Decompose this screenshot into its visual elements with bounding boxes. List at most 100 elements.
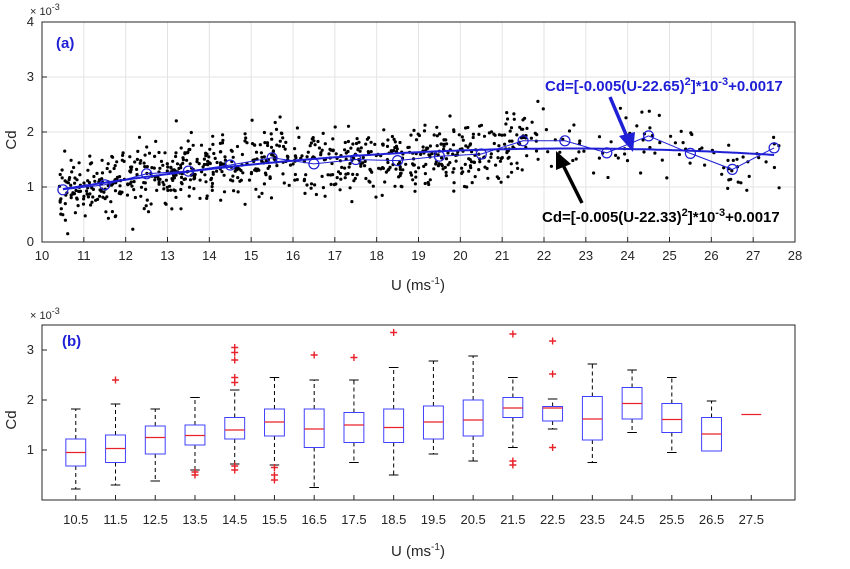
y-tick-label: 1 [27, 179, 34, 194]
scatter-point [355, 137, 359, 141]
y-tick-label: 3 [27, 342, 34, 357]
scatter-point [282, 181, 286, 185]
panel-a: 10 11 12 13 14 15 16 17 18 19 20 21 22 23 24 25 26 27 28 0… [3, 2, 802, 294]
scatter-point [172, 176, 176, 180]
scatter-point [482, 134, 487, 138]
scatter-point [185, 158, 189, 162]
scatter-point [417, 133, 421, 138]
scatter-point [417, 166, 421, 170]
scatter-point [427, 182, 431, 187]
scatter-point [133, 195, 137, 200]
scatter-point [359, 164, 363, 168]
scatter-point [110, 210, 114, 214]
scatter-point [510, 139, 514, 143]
scatter-point [452, 181, 456, 185]
scatter-point [189, 130, 193, 135]
scatter-point [393, 146, 397, 150]
scatter-point [399, 171, 403, 175]
scatter-point [125, 193, 130, 197]
scatter-point [419, 152, 423, 156]
scatter-point [331, 173, 335, 177]
scatter-point [278, 139, 282, 143]
scatter-point [381, 166, 385, 170]
annotation-blue-arrow [608, 96, 635, 152]
scatter-point [673, 141, 678, 145]
scatter-point [485, 166, 489, 171]
scatter-point [210, 188, 214, 192]
scatter-point [729, 177, 733, 181]
scatter-point [414, 170, 418, 174]
x-tick-label: 12.5 [143, 512, 168, 527]
scatter-point [574, 157, 578, 161]
scatter-point [340, 165, 344, 169]
scatter-point [439, 142, 443, 146]
bin-mean-marker [392, 155, 404, 167]
y-tick-label: 2 [27, 392, 34, 407]
scatter-point [653, 151, 657, 155]
scatter-point [145, 165, 149, 169]
scatter-point [109, 200, 113, 204]
outlier-marker [112, 376, 120, 384]
box-14.5 [224, 344, 246, 474]
x-tick-label: 18.5 [381, 512, 406, 527]
scatter-point [137, 135, 142, 139]
scatter-point [63, 218, 67, 222]
scatter-point [63, 179, 67, 183]
scatter-point [179, 187, 183, 192]
x-tick-label: 17 [328, 248, 342, 263]
scatter-point [210, 181, 215, 186]
scatter-point [346, 172, 350, 176]
iqr-box [383, 408, 405, 443]
scatter-point [129, 167, 133, 172]
scatter-point [529, 136, 534, 140]
scatter-point [681, 141, 685, 145]
scatter-point [175, 162, 180, 166]
scatter-point [138, 161, 142, 165]
scatter-point [346, 139, 350, 144]
scatter-point [247, 178, 252, 182]
scatter-point [222, 190, 227, 194]
scatter-point [170, 207, 174, 211]
scatter-point [174, 119, 178, 123]
scatter-point [120, 158, 124, 162]
scatter-point [319, 151, 323, 155]
scatter-point [312, 139, 316, 143]
scatter-point [525, 154, 529, 158]
scatter-point [145, 198, 149, 202]
scatter-point [183, 151, 187, 155]
scatter-point [207, 155, 211, 159]
scatter-point [257, 195, 261, 199]
scatter-point [245, 141, 249, 145]
scatter-point [503, 142, 507, 146]
scatter-point [158, 177, 162, 181]
y-tick-label: 0 [27, 234, 34, 249]
scatter-point [295, 126, 299, 130]
scatter-point [70, 170, 74, 174]
x-tick-label: 14 [202, 248, 216, 263]
outlier-marker [191, 468, 199, 476]
scatter-point [739, 181, 743, 185]
scatter-point [82, 181, 86, 185]
scatter-point [142, 207, 146, 211]
bin-mean-marker [684, 147, 697, 159]
scatter-point [58, 172, 62, 177]
iqr-box [661, 403, 683, 433]
panel-b-x-label-sup: -1 [431, 542, 440, 553]
scatter-point [232, 189, 236, 193]
scatter-point [283, 147, 287, 151]
scatter-point [404, 162, 408, 166]
scatter-point [288, 163, 293, 167]
scatter-point [60, 176, 64, 180]
scatter-point [132, 188, 136, 192]
scatter-point [174, 195, 178, 199]
bin-mean-marker [433, 150, 445, 162]
scatter-point [536, 99, 540, 103]
scatter-point [135, 157, 139, 161]
scatter-point [91, 187, 95, 191]
scatter-point [293, 147, 297, 151]
scatter-point [379, 167, 383, 171]
scatter-point [423, 172, 427, 176]
scatter-point [361, 155, 365, 160]
scatter-point [165, 185, 169, 189]
panel-b-y-label: Cd [3, 410, 20, 429]
